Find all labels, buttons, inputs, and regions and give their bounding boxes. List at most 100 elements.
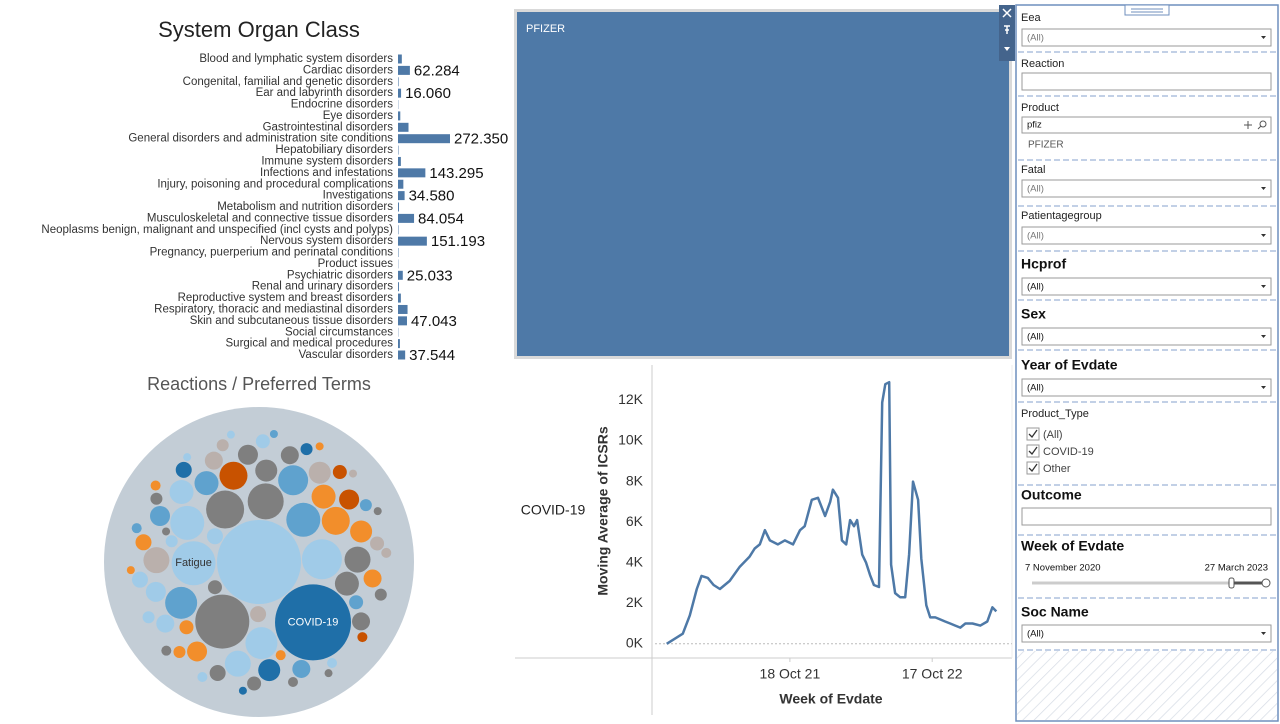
y-tick-label: 8K [626, 472, 644, 488]
checkbox[interactable] [1026, 427, 1040, 441]
filter-title: Hcprof [1021, 256, 1066, 272]
category-label: Musculoskeletal and connective tissue di… [147, 212, 393, 224]
category-label: Blood and lymphatic system disorders [199, 53, 393, 65]
bar [398, 350, 406, 360]
dropdown-value: (All) [1027, 231, 1044, 242]
bubble [275, 650, 286, 661]
dropdown-arrow [1261, 187, 1266, 190]
range-start: 7 November 2020 [1025, 563, 1101, 574]
category-label: Hepatobiliary disorders [275, 144, 393, 156]
category-label: Infections and infestations [260, 167, 393, 179]
bar [398, 339, 400, 349]
checkbox[interactable] [1026, 461, 1040, 475]
category-label: Metabolism and nutrition disorders [217, 201, 393, 213]
bubble [334, 571, 359, 596]
filter-title: Patientagegroup [1021, 210, 1102, 222]
dropdown[interactable] [1021, 624, 1272, 643]
bar [398, 179, 404, 189]
menu-icon[interactable] [1004, 47, 1010, 51]
filter-title: Eea [1021, 12, 1041, 24]
y-tick-label: 10K [618, 432, 644, 448]
value-label: 34.580 [409, 188, 455, 205]
filter-title: Year of Evdate [1021, 357, 1118, 373]
bubble [321, 506, 350, 535]
bar [398, 122, 409, 132]
dropdown[interactable] [1021, 277, 1272, 296]
value-label: 25.033 [407, 267, 453, 284]
bubble [206, 490, 245, 529]
dropdown[interactable] [1021, 28, 1272, 47]
text-input[interactable] [1021, 72, 1272, 91]
search-input[interactable] [1021, 116, 1272, 134]
check [1028, 429, 1038, 439]
dropdown[interactable] [1021, 378, 1272, 397]
bubble [143, 547, 170, 574]
y-axis-title: Moving Average of ICSRs [595, 426, 611, 596]
bubble [224, 650, 251, 677]
bubble [350, 520, 373, 543]
search-handle [1257, 125, 1262, 130]
dropdown-arrow [1261, 36, 1266, 39]
checkbox[interactable] [1026, 444, 1040, 458]
bubble [237, 444, 258, 465]
value-label: 16.060 [405, 85, 451, 102]
category-label: Gastrointestinal disorders [263, 121, 394, 133]
filter-title: Fatal [1021, 164, 1045, 176]
add-icon[interactable] [1244, 121, 1252, 129]
dropdown-value: (All) [1027, 184, 1044, 195]
bubble-title: Reactions / Preferred Terms [147, 374, 371, 394]
bar [398, 65, 410, 75]
treemap-label: PFIZER [526, 23, 565, 35]
bubble [216, 439, 229, 452]
treemap-cell [517, 12, 1009, 356]
bubble [300, 443, 313, 456]
category-label: Immune system disorders [261, 155, 393, 167]
bar [398, 134, 450, 144]
bubble [245, 627, 278, 660]
slider-handle[interactable] [1261, 578, 1271, 588]
bar [398, 111, 401, 121]
bubble [349, 595, 364, 610]
search-icon[interactable] [1259, 120, 1267, 128]
search-result[interactable]: PFIZER [1028, 140, 1064, 151]
dropdown-value: (All) [1027, 332, 1044, 343]
x-tick-label: 18 Oct 21 [760, 666, 821, 682]
slider-handle[interactable] [1228, 577, 1235, 589]
bar [398, 236, 427, 246]
pin-icon[interactable] [1004, 25, 1010, 34]
bubble [301, 539, 342, 580]
bubble [238, 686, 247, 695]
bubble [269, 429, 278, 438]
dropdown[interactable] [1021, 327, 1272, 346]
dropdown[interactable] [1021, 179, 1272, 198]
bubble [288, 677, 299, 688]
bubble [381, 547, 392, 558]
dropdown-value: (All) [1027, 33, 1044, 44]
dropdown-arrow [1261, 234, 1266, 237]
close-icon[interactable] [1002, 8, 1012, 18]
bubble [308, 461, 331, 484]
bubble-label: COVID-19 [288, 616, 339, 628]
check [1028, 463, 1038, 473]
category-label: Eye disorders [323, 110, 394, 122]
category-label: Product issues [318, 258, 394, 270]
bubble [311, 484, 336, 509]
row-label: COVID-19 [521, 502, 586, 518]
value-label: 47.043 [411, 313, 457, 330]
bubble [315, 442, 324, 451]
bubble [339, 489, 360, 510]
bubble [145, 581, 166, 602]
bar [398, 282, 399, 292]
filter-panel: Eea (All) Reaction Product pfiz PFIZER F… [999, 4, 1279, 722]
dropdown-arrow [1261, 285, 1266, 288]
drag-tab[interactable] [1124, 4, 1170, 16]
text-input[interactable] [1021, 507, 1272, 526]
y-tick-label: 2K [626, 594, 644, 610]
bubble [149, 505, 170, 526]
bubble [161, 645, 172, 656]
dropdown[interactable] [1021, 226, 1272, 245]
bubble [370, 536, 385, 551]
empty-area [1017, 651, 1277, 720]
category-label: Neoplasms benign, malignant and unspecif… [41, 224, 393, 236]
y-tick-label: 6K [626, 513, 644, 529]
